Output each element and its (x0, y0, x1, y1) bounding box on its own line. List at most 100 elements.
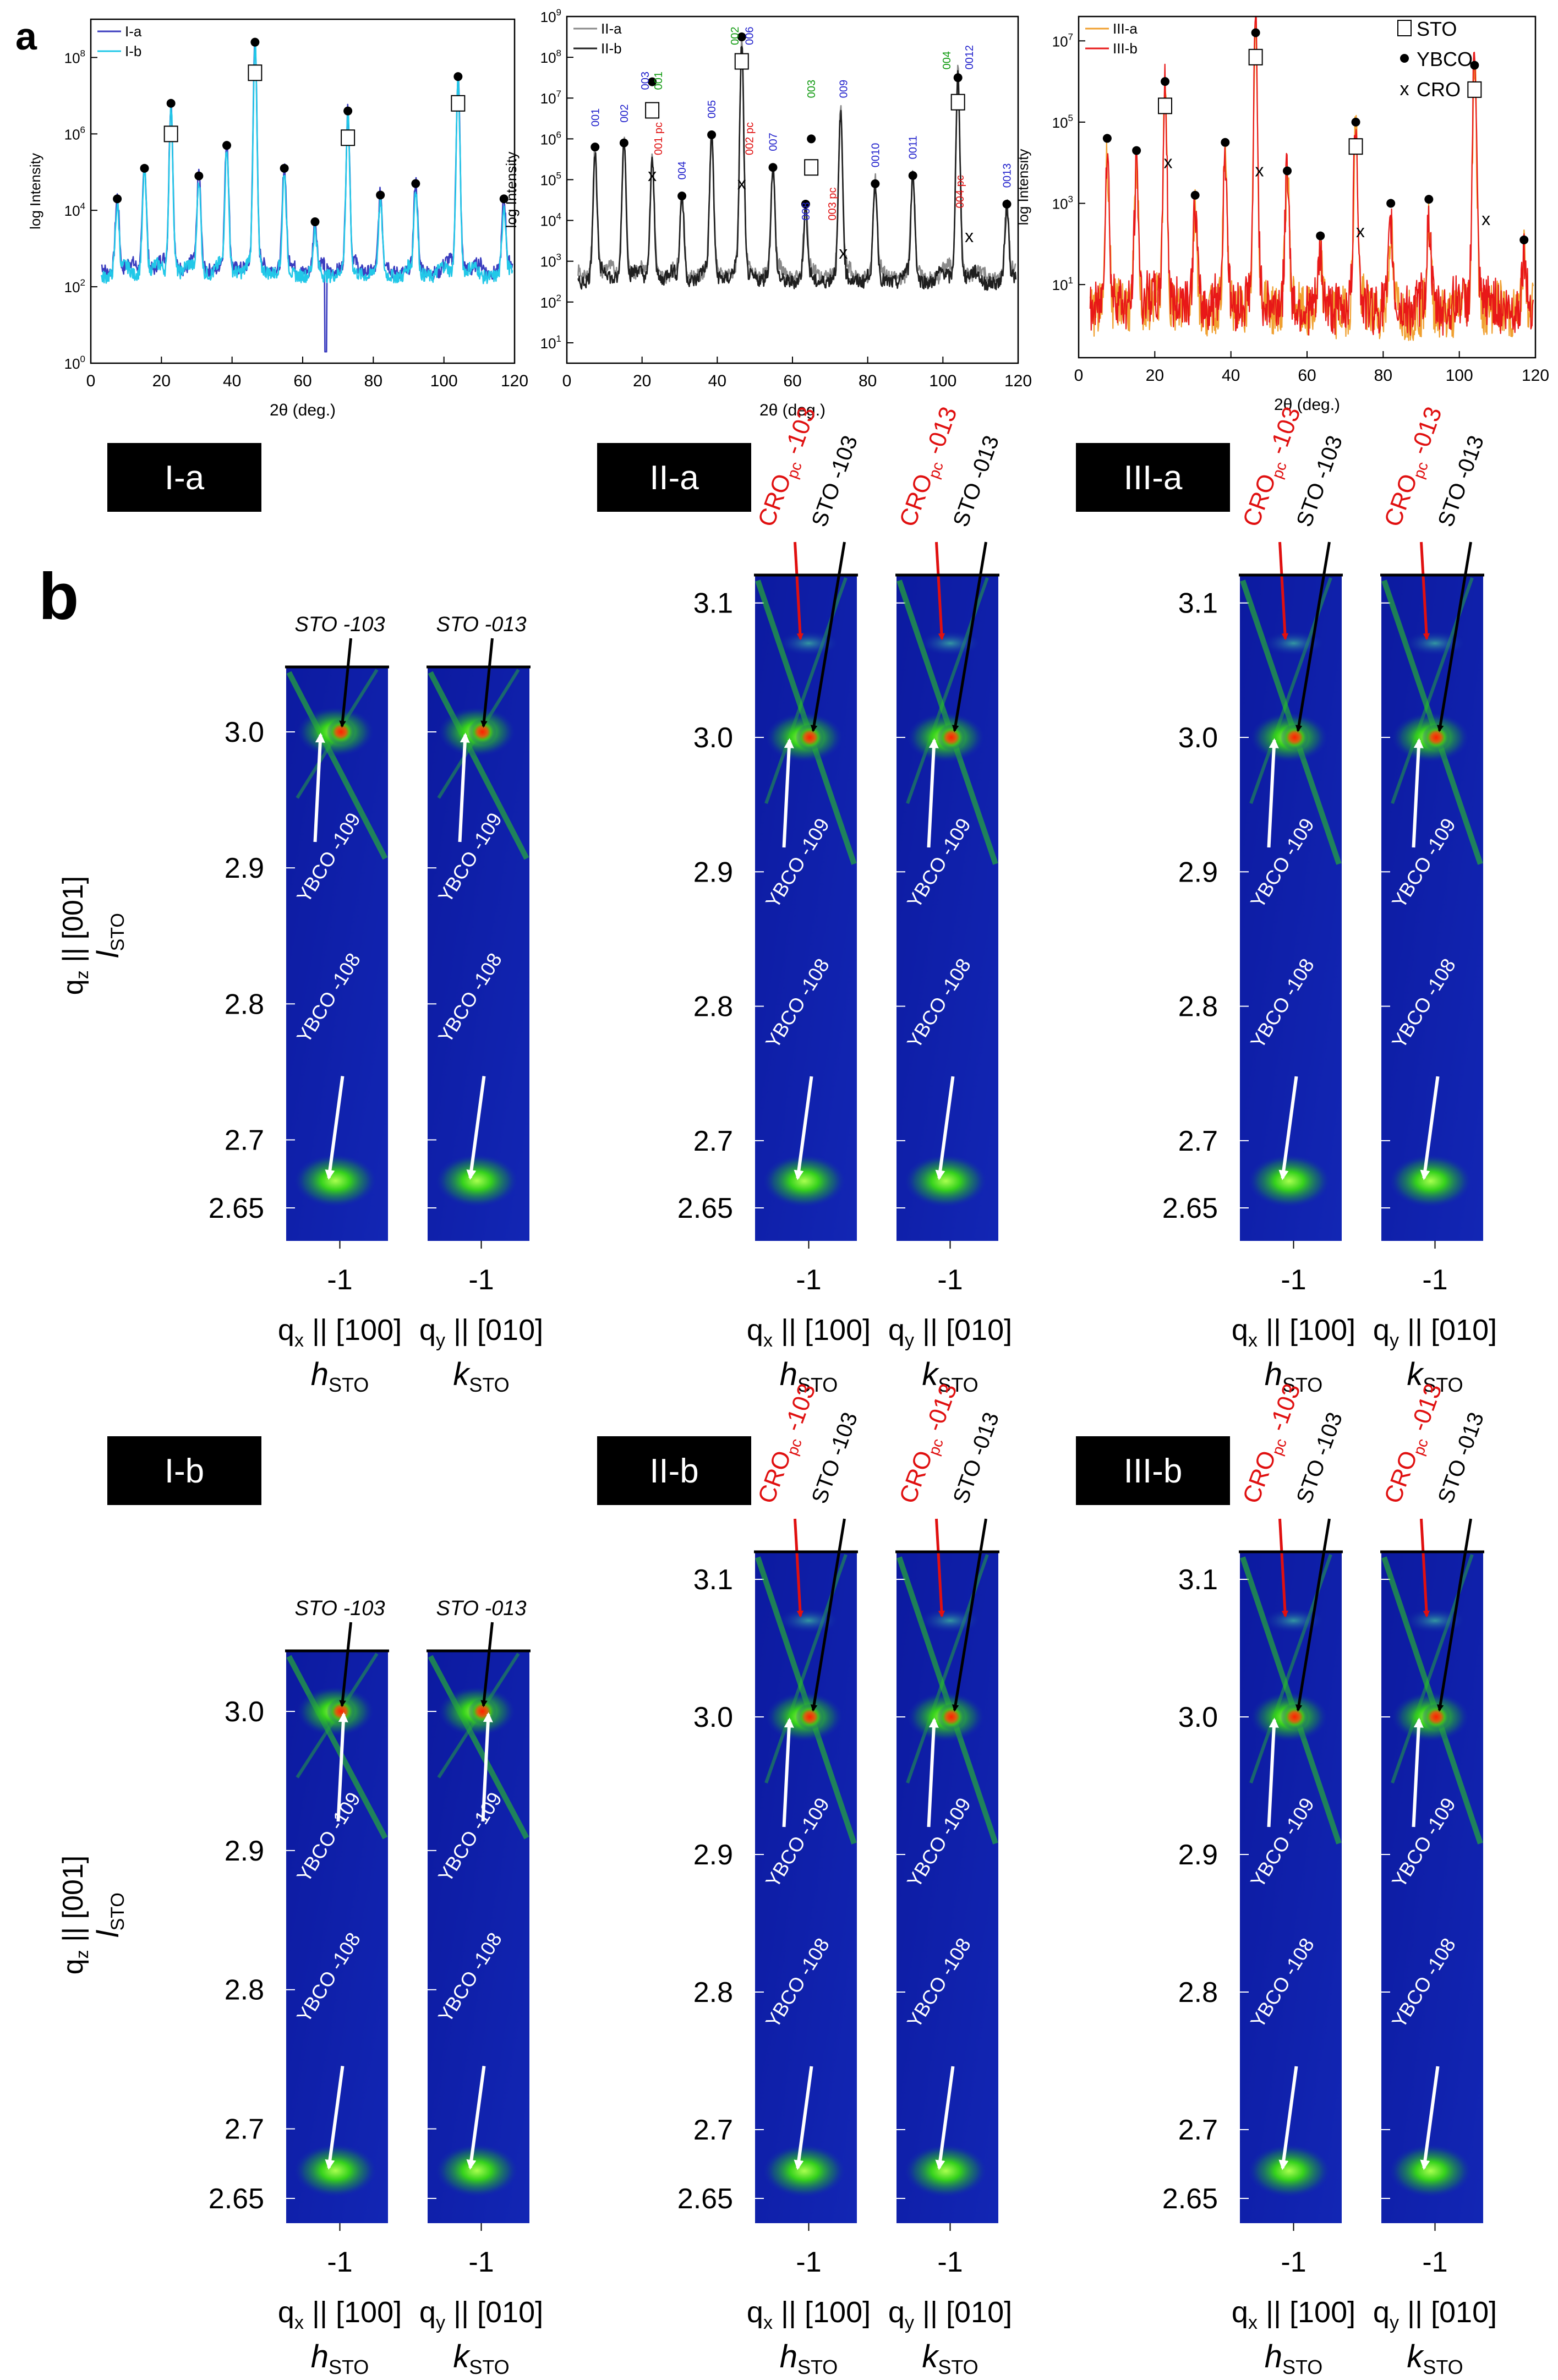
q-axis-label: qy || [010] (1373, 2296, 1497, 2333)
sto-peak-marker (163, 125, 178, 143)
detector-streak (286, 671, 388, 860)
y-tick-label: 101 (540, 333, 561, 352)
x-tick-label: 60 (783, 372, 801, 390)
peak-index-label: 002 pc (744, 122, 756, 155)
x-axis-label: 2θ (deg.) (1274, 396, 1340, 414)
qz-tick-label: 3.1 (693, 1564, 733, 1596)
sample-label-box (597, 443, 751, 512)
qz-tick-label: 2.65 (209, 2183, 264, 2215)
ybco-peak-marker (1316, 231, 1325, 240)
ybco-peak-marker (499, 194, 509, 204)
rsm-map-background (286, 1651, 388, 2223)
y-tick-label: 107 (1052, 31, 1073, 50)
qz-tick-label: 3.0 (1178, 722, 1218, 754)
ybco-peak-marker (280, 163, 289, 173)
peak-index-label: 006 (744, 27, 756, 45)
ybco-108-arrow (1278, 2066, 1298, 2170)
ybco-108-arrow (1420, 2066, 1440, 2170)
peak-index-label: 001 (653, 72, 665, 90)
qz-tick-label: 2.7 (225, 2114, 264, 2146)
ybco-peak-marker (1161, 77, 1170, 86)
qz-tick-label: 2.65 (677, 2183, 733, 2215)
ybco-108-peak (904, 1155, 987, 1208)
ybco-109-arrow (1412, 1717, 1424, 1828)
ybco-108-peak (294, 2144, 377, 2197)
peak-index-label: 0013 (1002, 163, 1014, 188)
y-axis-label: log Intensity (503, 152, 520, 228)
sto-peak-marker (1467, 81, 1482, 98)
ybco-108-peak (1248, 2144, 1331, 2197)
sample-label-box (1076, 1436, 1230, 1505)
l-sto-axis-label: lSTO (90, 1892, 128, 1938)
peak-index-label: 005 (706, 100, 718, 118)
qz-tick-label: 3.0 (225, 716, 264, 748)
x-tick-label: -1 (468, 1264, 494, 1296)
x-axis-label: 2θ (deg.) (270, 401, 336, 419)
cro-peak-marker: x (1255, 160, 1264, 180)
ybco-peak-marker (411, 179, 420, 188)
peak-index-label: 004 pc (954, 175, 966, 208)
rsm-map-background (1240, 1552, 1342, 2223)
ybco-108-arrow (466, 1076, 486, 1180)
ybco-peak-marker (1424, 195, 1434, 204)
rsm-map-background (1240, 575, 1342, 1241)
q-axis-label: qy || [010] (1373, 1314, 1497, 1351)
ybco-peak-marker (648, 77, 657, 86)
xrd-chart-III: 0 20 40 60 80 100 120 2θ (deg.) 101 103 105 107 log … (1015, 15, 1549, 414)
qz-tick-label: 2.65 (1162, 2183, 1218, 2215)
x-tick-label: 0 (86, 372, 96, 390)
qz-tick-label: 3.1 (693, 588, 733, 620)
x-tick-label: 120 (1004, 372, 1032, 390)
hkl-axis-label: kSTO (1407, 1356, 1463, 1396)
ybco-peak-marker (677, 192, 687, 201)
ybco-peak-marker (908, 171, 917, 180)
x-tick-label: 100 (929, 372, 956, 390)
qz-tick-label: 2.8 (693, 1977, 733, 2009)
y-tick-label: 108 (540, 48, 561, 66)
hkl-axis-label: kSTO (1407, 2339, 1463, 2378)
qz-tick-label: 3.0 (225, 1696, 264, 1728)
hkl-axis-label: hSTO (311, 1356, 369, 1396)
sto-pointer (480, 638, 494, 728)
sto-pointer (1436, 541, 1472, 732)
x-tick-label: 100 (1446, 366, 1473, 385)
qz-tick-label: 2.8 (693, 991, 733, 1023)
ybco-108-peak (904, 2144, 987, 2197)
rsm-map-background (428, 1651, 529, 2223)
sto-pointer (339, 1622, 352, 1708)
x-tick-label: -1 (796, 2246, 821, 2278)
sto-peak-marker (1348, 138, 1363, 155)
x-tick-label: 80 (364, 372, 382, 390)
ybco-108-arrow (935, 2066, 955, 2170)
xrd-chart-I: 0 20 40 60 80 100 120 2θ (deg.) 100 102 104 106 108 l… (27, 18, 528, 419)
ybco-peak-marker (737, 32, 746, 42)
legend-entry: II-a (601, 20, 622, 37)
ybco-peak-marker (222, 141, 232, 150)
series-line-I-a (101, 41, 513, 353)
x-tick-label: -1 (327, 2246, 352, 2278)
legend-cro-symbol: x (1400, 79, 1409, 100)
x-tick-label: 100 (430, 372, 458, 390)
cro-pointer (1420, 1518, 1430, 1618)
x-tick-label: 20 (1146, 366, 1164, 385)
sto-peak (1280, 724, 1309, 751)
ybco-peak-marker (591, 143, 600, 152)
ybco-108-peak (435, 2144, 518, 2197)
x-tick-label: 40 (223, 372, 241, 390)
legend-entry: III-b (1113, 40, 1138, 57)
cro-peak (920, 1608, 981, 1633)
ybco-peak-marker (310, 217, 320, 227)
x-tick-label: -1 (796, 1264, 821, 1296)
ybco-108-peak (294, 1154, 377, 1207)
symbol-legend-label: STO (1417, 18, 1457, 40)
ybco-109-arrow (927, 738, 939, 848)
y-tick-label: 102 (64, 277, 85, 296)
y-tick-label: 103 (1052, 194, 1073, 212)
peak-index-label: 003 pc (827, 188, 839, 221)
y-tick-label: 104 (540, 211, 561, 229)
sto-annotation: STO -103 (807, 433, 862, 530)
ybco-peak-marker (250, 37, 260, 47)
